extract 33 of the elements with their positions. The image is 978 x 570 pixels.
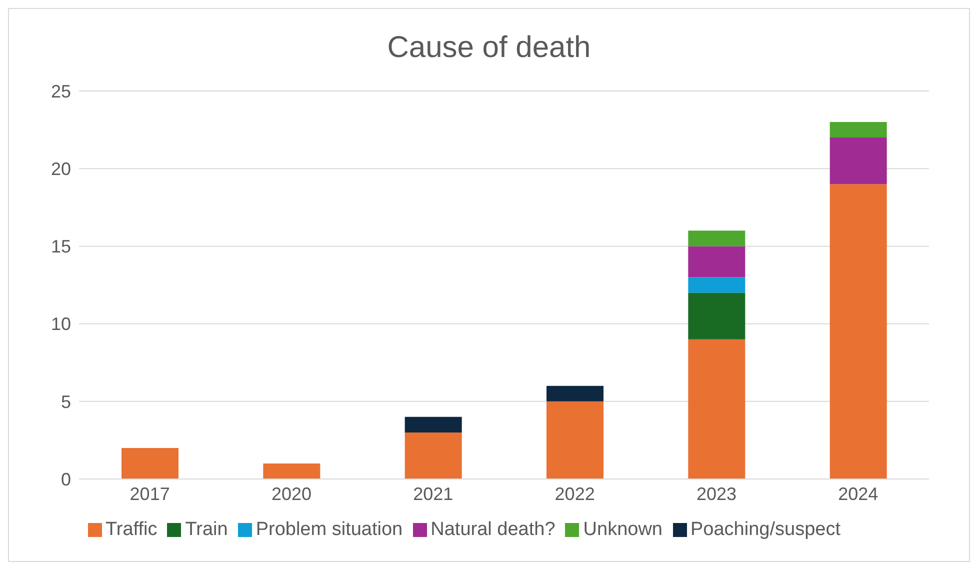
- bar: [122, 448, 178, 479]
- bar: [546, 386, 604, 402]
- bar: [688, 277, 746, 293]
- bar: [688, 246, 746, 278]
- x-tick-label: 2023: [696, 484, 737, 504]
- x-tick-label: 2021: [413, 484, 454, 504]
- bar: [404, 432, 462, 479]
- bar: [546, 401, 604, 479]
- y-tick-label: 20: [50, 158, 71, 179]
- bar: [830, 184, 887, 479]
- legend-label: Natural death?: [430, 519, 556, 540]
- bar: [688, 230, 746, 246]
- y-tick-label: 10: [50, 314, 71, 334]
- x-tick-label: 2017: [130, 484, 170, 504]
- chart-title: Cause of death: [386, 30, 592, 66]
- x-tick-label: 2024: [838, 484, 878, 504]
- y-tick-label: 0: [60, 469, 71, 490]
- bar: [263, 463, 320, 479]
- bar: [688, 339, 746, 479]
- legend-label: Unknown: [583, 519, 662, 540]
- legend-label: Poaching/suspect: [690, 519, 840, 540]
- y-tick-label: 15: [50, 236, 71, 257]
- y-tick-label: 5: [60, 392, 71, 412]
- bar: [688, 292, 746, 340]
- legend-label: Traffic: [106, 519, 158, 540]
- y-tick-label: 25: [50, 81, 71, 102]
- x-tick-label: 2022: [554, 484, 595, 504]
- bar: [404, 416, 462, 432]
- bar: [830, 122, 887, 138]
- bar: [830, 138, 887, 184]
- legend-label: Train: [185, 519, 228, 540]
- x-tick-label: 2020: [271, 484, 312, 504]
- legend-label: Problem situation: [256, 519, 403, 540]
